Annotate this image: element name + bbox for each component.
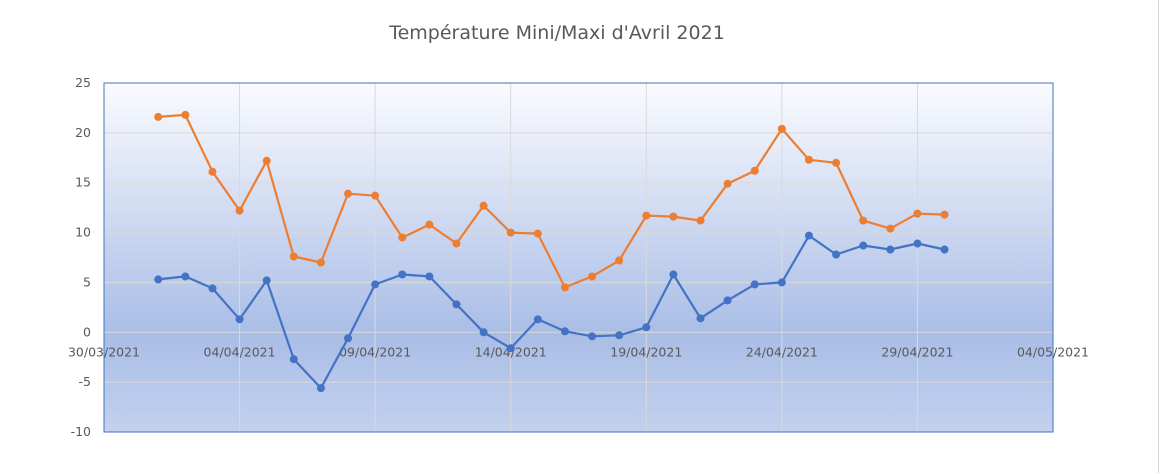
- series-line-0: [158, 113, 945, 289]
- x-tick-label: 29/04/2021: [881, 344, 953, 359]
- data-point-series-1: [913, 239, 922, 248]
- data-point-series-1: [750, 280, 759, 289]
- data-point-series-0: [669, 212, 678, 221]
- data-point-series-0: [533, 229, 542, 238]
- y-tick-label: 0: [83, 324, 91, 339]
- data-point-series-0: [506, 228, 515, 237]
- data-point-series-1: [642, 323, 651, 332]
- y-tick-label: 25: [75, 75, 91, 90]
- data-point-series-0: [425, 220, 434, 229]
- data-point-series-0: [452, 239, 461, 248]
- data-point-series-1: [235, 315, 244, 324]
- data-point-series-0: [371, 191, 380, 200]
- data-point-series-0: [235, 206, 244, 215]
- x-tick-label: 04/04/2021: [204, 344, 276, 359]
- data-point-series-0: [886, 224, 895, 233]
- y-axis: 25 20 15 10 5 0 -5 -10: [71, 75, 91, 439]
- x-tick-label: 04/05/2021: [1017, 344, 1089, 359]
- data-point-series-1: [940, 245, 949, 254]
- data-point-series-0: [181, 110, 190, 119]
- data-point-series-0: [615, 256, 624, 265]
- plot-area: [104, 83, 1053, 432]
- data-point-series-1: [398, 270, 407, 279]
- series-line-1: [158, 234, 945, 390]
- data-point-series-0: [859, 216, 868, 225]
- data-point-series-0: [832, 158, 841, 167]
- data-point-series-0: [479, 201, 488, 210]
- data-point-series-1: [615, 331, 624, 340]
- data-point-series-1: [316, 384, 325, 393]
- y-tick-label: -10: [71, 424, 91, 439]
- x-tick-label: 09/04/2021: [339, 344, 411, 359]
- data-point-series-1: [859, 241, 868, 250]
- y-tick-label: 5: [83, 274, 91, 289]
- data-point-series-1: [886, 245, 895, 254]
- y-tick-label: 10: [75, 225, 91, 240]
- data-point-series-1: [723, 296, 732, 305]
- data-point-series-0: [154, 112, 163, 121]
- data-point-series-0: [750, 166, 759, 175]
- data-point-series-1: [560, 327, 569, 336]
- data-point-series-0: [696, 216, 705, 225]
- data-point-series-0: [723, 179, 732, 188]
- data-point-series-0: [940, 210, 949, 219]
- data-point-series-1: [344, 334, 353, 343]
- data-point-series-1: [262, 276, 271, 285]
- data-point-series-1: [533, 315, 542, 324]
- data-point-series-1: [777, 278, 786, 287]
- data-point-series-1: [371, 280, 380, 289]
- x-tick-label: 30/03/2021: [68, 344, 140, 359]
- y-tick-label: -5: [79, 374, 91, 389]
- data-point-series-1: [832, 250, 841, 259]
- data-point-series-1: [669, 270, 678, 279]
- plot-border: [103, 82, 1054, 433]
- data-point-series-0: [316, 258, 325, 267]
- data-point-series-0: [777, 124, 786, 133]
- data-point-series-1: [506, 344, 515, 353]
- data-point-series-1: [154, 275, 163, 284]
- data-point-series-0: [913, 209, 922, 218]
- data-point-series-0: [560, 283, 569, 292]
- data-point-series-0: [804, 155, 813, 164]
- chart-title: Température Mini/Maxi d'Avril 2021: [389, 22, 725, 44]
- data-point-series-1: [425, 272, 434, 281]
- data-point-series-1: [289, 355, 298, 364]
- data-point-series-1: [804, 231, 813, 240]
- y-tick-label: 20: [75, 125, 91, 140]
- data-point-series-0: [588, 272, 597, 281]
- data-point-series-0: [289, 252, 298, 261]
- data-point-series-1: [452, 300, 461, 309]
- data-point-series-0: [642, 211, 651, 220]
- data-point-series-0: [208, 167, 217, 176]
- x-tick-label: 24/04/2021: [746, 344, 818, 359]
- x-tick-label: 19/04/2021: [610, 344, 682, 359]
- series-group: [154, 110, 949, 393]
- data-point-series-1: [208, 284, 217, 293]
- y-tick-label: 15: [75, 175, 91, 190]
- data-point-series-1: [696, 314, 705, 323]
- data-point-series-1: [479, 328, 488, 337]
- data-point-series-1: [181, 272, 190, 281]
- data-point-series-0: [262, 156, 271, 165]
- data-point-series-0: [344, 189, 353, 198]
- data-point-series-1: [588, 332, 597, 341]
- data-point-series-0: [398, 233, 407, 242]
